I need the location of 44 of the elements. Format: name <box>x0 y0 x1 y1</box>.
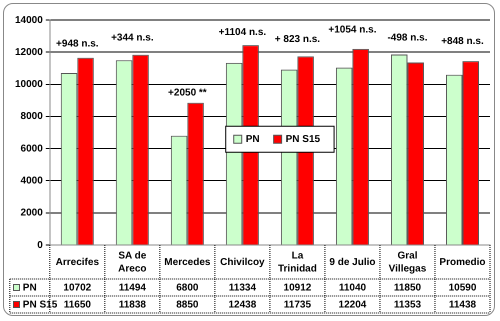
data-label: 12204 <box>338 299 367 310</box>
y-tick-label: 4000 <box>20 175 44 186</box>
data-label: 11353 <box>394 299 422 310</box>
y-tick-label: 10000 <box>14 79 44 90</box>
data-label: 10702 <box>63 282 92 294</box>
legend-label: PN S15 <box>286 134 321 145</box>
annotation: +948 n.s. <box>56 38 99 50</box>
data-label: 10590 <box>448 282 477 294</box>
data-label: 11650 <box>64 299 92 310</box>
y-tick-label: 6000 <box>20 143 44 154</box>
x-tick-label: 9 de Julio <box>329 256 376 268</box>
data-label: 11850 <box>394 282 422 294</box>
annotation: +2050 ** <box>168 88 207 99</box>
data-label: 11494 <box>118 282 146 294</box>
data-label: 11838 <box>118 299 146 310</box>
data-label: 8850 <box>176 299 199 310</box>
data-label: 11438 <box>448 299 477 310</box>
x-tick-label: Mercedes <box>164 256 211 268</box>
x-tick-label: Arrecifes <box>56 256 100 268</box>
annotation: +344 n.s. <box>111 32 154 44</box>
x-tick-label: SA de Areco <box>118 250 147 274</box>
data-label: 6800 <box>176 282 199 294</box>
annotation: +1054 n.s. <box>328 24 377 36</box>
annotation: +848 n.s. <box>441 36 484 47</box>
x-tick-label: La Trinidad <box>278 250 317 274</box>
y-tick-label: 0 <box>37 240 44 251</box>
data-label: 10912 <box>284 282 312 294</box>
y-tick-label: 2000 <box>20 208 44 219</box>
legend-label: PN <box>246 134 260 145</box>
y-tick-label: 8000 <box>20 111 44 122</box>
data-label: 12438 <box>228 299 257 310</box>
text: PN <box>22 282 37 294</box>
y-tick-label: 12000 <box>14 46 44 58</box>
data-label: 11040 <box>338 282 366 294</box>
annotation: + 823 n.s. <box>274 34 320 46</box>
x-tick-label: Promedio <box>439 256 486 268</box>
x-tick-label: Gral Villegas <box>388 250 427 274</box>
text: PN S15 <box>22 299 58 310</box>
data-label: 11735 <box>284 299 312 310</box>
x-tick-label: Chivilcoy <box>220 256 266 268</box>
y-tick-label: 14000 <box>14 14 44 26</box>
annotation: +1104 n.s. <box>218 26 266 38</box>
annotation: -498 n.s. <box>387 32 428 44</box>
data-label: 11334 <box>228 282 256 294</box>
